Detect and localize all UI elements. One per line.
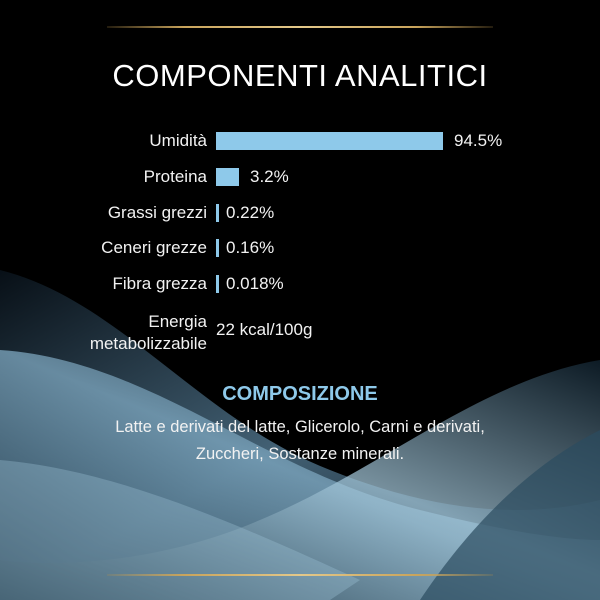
- chart-row: Umidità 94.5%: [0, 129, 600, 153]
- bar: [216, 239, 219, 257]
- chart-row: Grassi grezzi 0.22%: [0, 201, 600, 225]
- category-label: Proteina: [143, 167, 207, 186]
- energy-value: 22 kcal/100g: [216, 320, 313, 339]
- value-label: 0.22%: [226, 203, 275, 222]
- bar: [216, 275, 219, 293]
- bar: [216, 132, 443, 150]
- category-label: Grassi grezzi: [107, 203, 207, 222]
- energy-label-line2: metabolizzabile: [89, 334, 207, 353]
- chart-row: Ceneri grezze 0.16%: [0, 236, 600, 260]
- chart-row: Proteina 3.2%: [0, 165, 600, 189]
- bar: [216, 168, 239, 186]
- category-label: Umidità: [149, 131, 207, 150]
- value-label: 94.5%: [454, 131, 503, 150]
- energy-label: Energia metabolizzabile: [90, 311, 207, 355]
- page-title: COMPONENTI ANALITICI: [112, 58, 488, 93]
- composition-text: Latte e derivati del latte, Glicerolo, C…: [115, 418, 485, 463]
- gold-divider-top: [107, 26, 493, 28]
- category-label: Ceneri grezze: [101, 238, 207, 257]
- category-label: Fibra grezza: [112, 274, 207, 293]
- energy-label-line1: Energia: [148, 312, 207, 331]
- gold-divider-bottom: [107, 574, 493, 576]
- bar: [216, 204, 219, 222]
- value-label: 3.2%: [250, 167, 289, 186]
- value-label: 0.018%: [226, 274, 284, 293]
- composition-title: COMPOSIZIONE: [222, 383, 378, 405]
- chart-row: Fibra grezza 0.018%: [0, 272, 600, 296]
- value-label: 0.16%: [226, 238, 275, 257]
